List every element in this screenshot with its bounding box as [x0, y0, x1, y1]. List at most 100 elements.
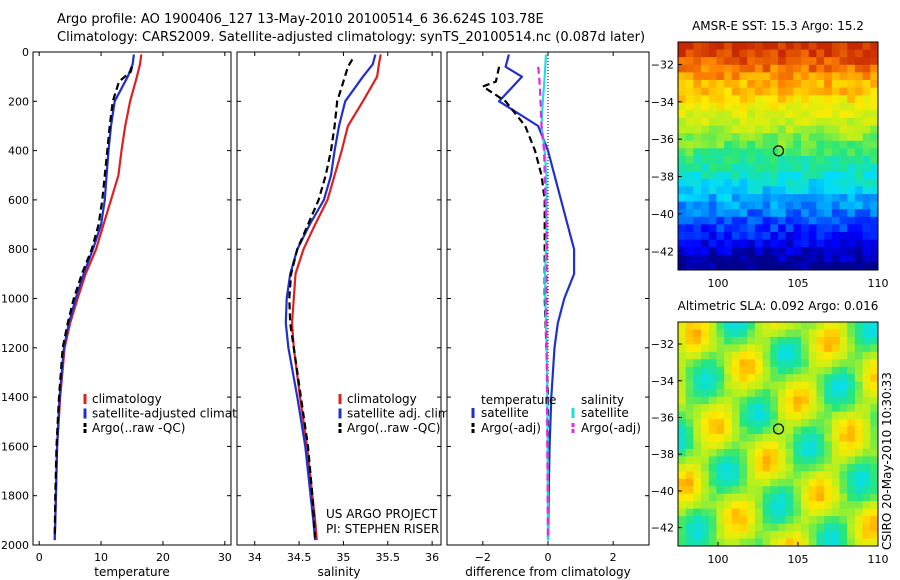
heatmap-cell	[708, 396, 717, 405]
heatmap-cell	[824, 448, 833, 457]
heatmap-cell	[708, 419, 717, 427]
heatmap-cell	[801, 254, 810, 263]
heatmap-cell	[747, 80, 756, 88]
heatmap-cell	[808, 508, 817, 517]
heatmap-cell	[716, 426, 725, 435]
heatmap-cell	[831, 178, 840, 187]
heatmap-cell	[762, 426, 771, 435]
heatmap-cell	[693, 201, 702, 210]
heatmap-cell	[770, 419, 779, 427]
heatmap-cell	[854, 434, 864, 442]
heatmap-cell	[824, 239, 833, 248]
heatmap-cell	[708, 336, 717, 345]
heatmap-cell	[808, 389, 817, 398]
heatmap-cell	[808, 366, 817, 375]
heatmap-cell	[770, 194, 779, 202]
x-tick-label: 105	[788, 553, 809, 566]
heatmap-cell	[724, 322, 733, 330]
heatmap-cell	[754, 329, 764, 338]
heatmap-cell	[793, 95, 802, 104]
heatmap-cell	[862, 531, 871, 539]
heatmap-cell	[770, 508, 779, 517]
heatmap-cell	[770, 411, 779, 420]
heatmap-cell	[770, 448, 779, 457]
heatmap-cell	[854, 426, 864, 435]
heatmap-cell	[739, 42, 748, 50]
heatmap-cell	[739, 501, 748, 510]
heatmap-cell	[731, 186, 740, 195]
legend-label: satellite adj. clim.	[347, 407, 453, 421]
heatmap-cell	[747, 531, 756, 539]
heatmap-cell	[778, 209, 787, 218]
heatmap-cell	[801, 493, 810, 502]
heatmap-cell	[770, 102, 779, 111]
heatmap-cell	[831, 72, 840, 81]
heatmap-cell	[839, 389, 848, 398]
heatmap-cell	[724, 389, 733, 398]
heatmap-cell	[854, 72, 864, 81]
x-tick-label: 110	[868, 553, 889, 566]
heatmap-cell	[731, 344, 740, 353]
heatmap-cell	[685, 232, 694, 240]
heatmap-cell	[739, 80, 748, 88]
heatmap-cell	[708, 148, 717, 157]
heatmap-cell	[839, 156, 848, 164]
heatmap-cell	[808, 381, 817, 390]
heatmap-cell	[716, 456, 725, 465]
heatmap-cell	[862, 471, 871, 480]
heatmap-cell	[801, 216, 810, 225]
heatmap-cell	[770, 478, 779, 487]
heatmap-cell	[739, 224, 748, 233]
heatmap-cell	[824, 411, 833, 420]
heatmap-cell	[724, 329, 733, 338]
heatmap-cell	[793, 148, 802, 157]
heatmap-cell	[762, 344, 771, 353]
heatmap-cell	[847, 419, 856, 427]
heatmap-cell	[847, 110, 856, 119]
heatmap-cell	[816, 531, 825, 539]
heatmap-cell	[839, 57, 848, 66]
heatmap-cell	[778, 434, 787, 442]
heatmap-cell	[716, 366, 725, 375]
heatmap-cell	[678, 42, 687, 50]
heatmap-cell	[762, 224, 771, 233]
heatmap-cell	[701, 471, 710, 480]
heatmap-cell	[754, 448, 764, 457]
legend-label: Argo(-adj)	[481, 421, 541, 435]
heatmap-cell	[678, 434, 687, 442]
heatmap-cell	[824, 49, 833, 58]
heatmap-cell	[701, 102, 710, 111]
heatmap-cell	[754, 411, 764, 420]
heatmap-cell	[762, 456, 771, 465]
heatmap-cell	[793, 64, 802, 73]
map-title: Altimetric SLA: 0.092 Argo: 0.016	[678, 299, 879, 313]
heatmap-cell	[693, 523, 702, 532]
legend-label: satellite	[581, 406, 629, 420]
heatmap-cell	[801, 171, 810, 180]
heatmap-cell	[839, 110, 848, 119]
heatmap-cell	[785, 456, 794, 465]
heatmap-cell	[747, 110, 756, 119]
heatmap-cell	[862, 95, 871, 104]
heatmap-cell	[778, 329, 787, 338]
heatmap-cell	[762, 486, 771, 495]
heatmap-cell	[778, 411, 787, 420]
heatmap-cell	[854, 366, 864, 375]
heatmap-cell	[808, 57, 817, 66]
heatmap-cell	[854, 163, 864, 172]
heatmap-cell	[685, 381, 694, 390]
heatmap-cell	[724, 404, 733, 412]
heatmap-cell	[808, 148, 817, 157]
heatmap-cell	[870, 262, 879, 271]
heatmap-cell	[678, 57, 687, 66]
heatmap-cell	[716, 344, 725, 353]
heatmap-cell	[693, 478, 702, 487]
heatmap-cell	[731, 374, 740, 383]
heatmap-cell	[793, 42, 802, 50]
heatmap-cell	[724, 374, 733, 383]
heatmap-cell	[701, 262, 710, 271]
heatmap-cell	[731, 254, 740, 263]
heatmap-cell	[678, 419, 687, 427]
heatmap-cell	[839, 148, 848, 157]
heatmap-cell	[870, 419, 879, 427]
